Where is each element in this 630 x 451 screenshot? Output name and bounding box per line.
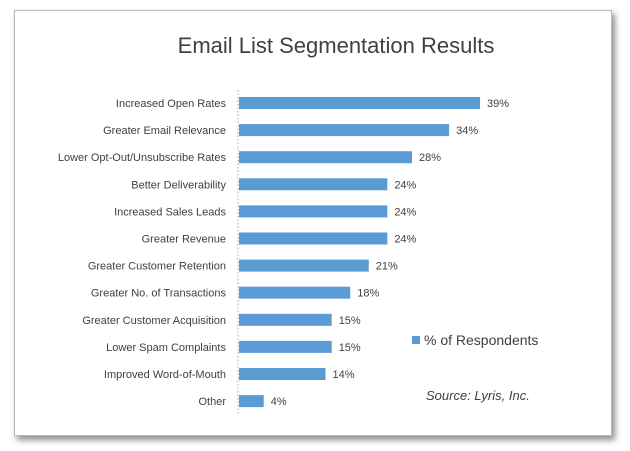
category-label: Greater Customer Retention [88,261,226,273]
bar [239,151,413,164]
bar [239,286,351,299]
category-label: Improved Word-of-Mouth [104,369,226,381]
legend-label: % of Respondents [424,332,538,348]
category-label: Greater Email Relevance [103,125,226,137]
bar [239,178,388,191]
value-label: 24% [394,234,416,246]
value-label: 24% [394,206,416,218]
bar [239,124,450,137]
category-label: Better Deliverability [131,179,226,191]
bar [239,232,388,245]
source-note: Source: Lyris, Inc. [426,388,530,403]
chart-title: Email List Segmentation Results [178,33,495,58]
bar [239,395,264,408]
category-label: Greater Customer Acquisition [82,315,226,327]
bar [239,259,369,272]
chart-frame: Email List Segmentation Results Increase… [14,10,612,436]
value-label: 14% [333,369,355,381]
category-label: Lower Spam Complaints [106,342,226,354]
category-label: Increased Sales Leads [114,206,226,218]
value-label: 39% [487,98,509,110]
category-label: Greater No. of Transactions [91,288,227,300]
value-label: 4% [271,396,287,408]
category-label: Other [198,396,226,408]
bar [239,313,332,326]
value-label: 21% [376,261,398,273]
value-label: 34% [456,125,478,137]
value-label: 18% [357,288,379,300]
value-label: 28% [419,152,441,164]
category-label: Greater Revenue [142,234,226,246]
bar-chart: Email List Segmentation Results Increase… [58,33,538,414]
value-label: 15% [339,342,361,354]
category-label: Increased Open Rates [116,98,227,110]
legend-swatch [412,336,420,344]
category-label: Lower Opt-Out/Unsubscribe Rates [58,152,227,164]
bar [239,97,481,109]
bar [239,340,332,353]
value-label: 15% [339,315,361,327]
bar-group: Increased Open Rates 39% Greater Email Rel… [58,97,509,408]
bar [239,205,388,218]
bar [239,368,326,380]
value-label: 24% [394,179,416,191]
